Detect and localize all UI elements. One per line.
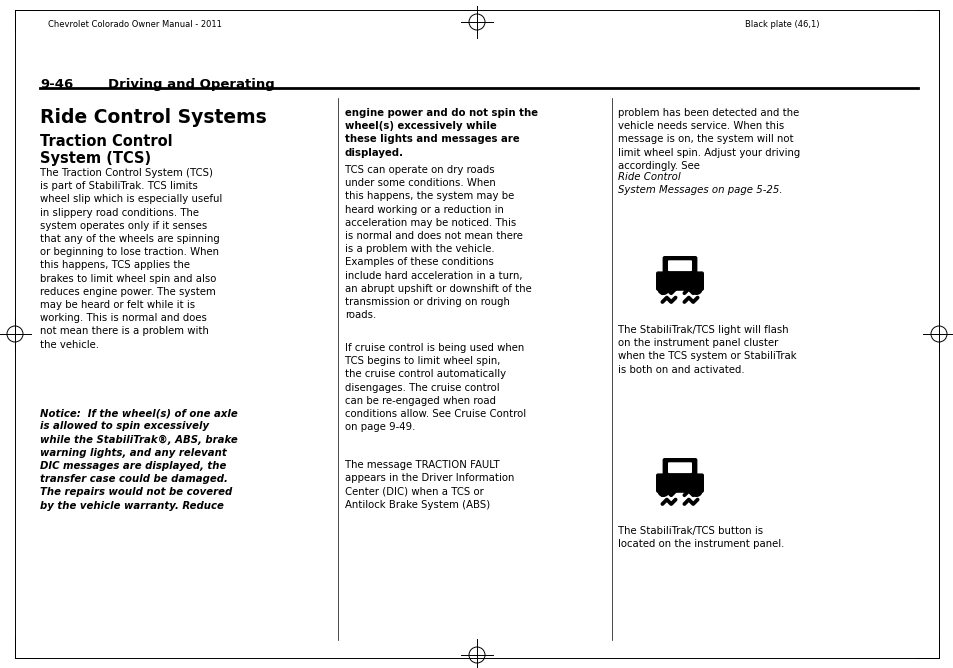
Text: Notice:  If the wheel(s) of one axle
is allowed to spin excessively
while the St: Notice: If the wheel(s) of one axle is a… [40,408,237,510]
Text: Driving and Operating: Driving and Operating [108,78,274,91]
Text: TCS can operate on dry roads
under some conditions. When
this happens, the syste: TCS can operate on dry roads under some … [345,165,531,320]
FancyBboxPatch shape [662,458,697,478]
FancyBboxPatch shape [667,462,691,473]
Text: Chevrolet Colorado Owner Manual - 2011: Chevrolet Colorado Owner Manual - 2011 [48,20,222,29]
Text: Ride Control Systems: Ride Control Systems [40,108,267,127]
Bar [658,273,701,289]
Circle shape [690,283,701,295]
Text: Ride Control
System Messages on page 5-25.: Ride Control System Messages on page 5-2… [618,172,781,195]
FancyBboxPatch shape [662,256,697,275]
Circle shape [690,485,701,496]
Text: 9-46: 9-46 [40,78,73,91]
Text: Black plate (46,1): Black plate (46,1) [744,20,819,29]
Text: The StabiliTrak/TCS button is
located on the instrument panel.: The StabiliTrak/TCS button is located on… [618,526,783,549]
Text: The message TRACTION FAULT
appears in the Driver Information
Center (DIC) when a: The message TRACTION FAULT appears in th… [345,460,514,510]
Text: If cruise control is being used when
TCS begins to limit wheel spin,
the cruise : If cruise control is being used when TCS… [345,343,525,432]
Text: engine power and do not spin the
wheel(s) excessively while
these lights and mes: engine power and do not spin the wheel(s… [345,108,537,158]
FancyBboxPatch shape [667,261,691,271]
Text: Traction Control
System (TCS): Traction Control System (TCS) [40,134,172,166]
Text: The Traction Control System (TCS)
is part of StabiliTrak. TCS limits
wheel slip : The Traction Control System (TCS) is par… [40,168,222,349]
Text: problem has been detected and the
vehicle needs service. When this
message is on: problem has been detected and the vehicl… [618,108,800,171]
Bar [658,476,701,491]
Text: The StabiliTrak/TCS light will flash
on the instrument panel cluster
when the TC: The StabiliTrak/TCS light will flash on … [618,325,796,375]
FancyBboxPatch shape [656,271,703,291]
Circle shape [658,283,668,295]
Circle shape [658,485,668,496]
FancyBboxPatch shape [656,474,703,493]
